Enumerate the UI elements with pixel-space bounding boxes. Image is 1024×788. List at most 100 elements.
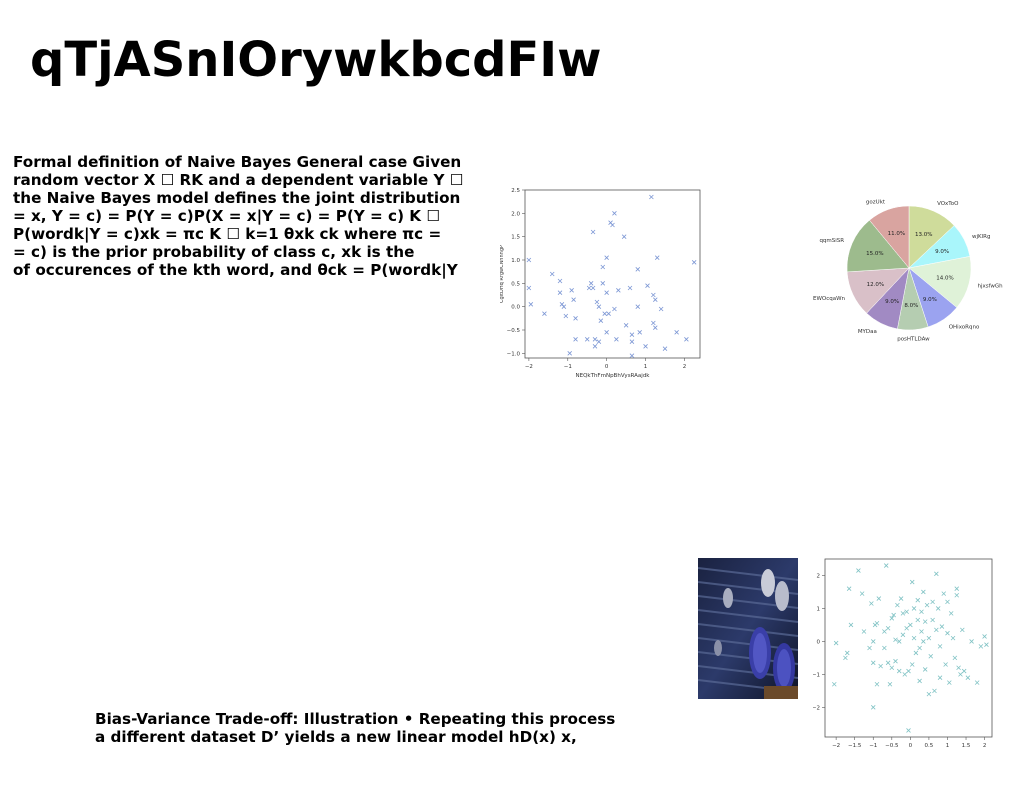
x-tick-label: −1 — [564, 364, 572, 370]
scatter-point — [922, 619, 928, 624]
scatter-point — [889, 616, 895, 621]
scatter-point — [885, 660, 891, 666]
scatter-point — [945, 630, 950, 636]
pie-slice — [869, 205, 910, 269]
body-line: of occurences of the kth word, and θck =… — [13, 261, 458, 279]
scatter-point — [651, 292, 656, 298]
body-text-naive-bayes: Formal definition of Naive Bayes General… — [13, 153, 491, 279]
scatter-point — [635, 267, 641, 272]
pie-slice-label: MYDaa — [858, 329, 877, 335]
scatter-point — [844, 650, 850, 656]
scatter-point — [629, 353, 635, 358]
scatter-point — [569, 288, 574, 293]
scatter-point — [549, 271, 555, 277]
pie-slice-label: posHTLDAw — [897, 337, 930, 343]
scatter-point — [616, 288, 621, 293]
scatter-point — [856, 568, 861, 573]
y-tick-label: −1.0 — [507, 351, 521, 357]
x-tick-label: 1 — [644, 364, 648, 370]
scatter-point — [895, 602, 900, 608]
scatter-point — [600, 281, 606, 286]
scatter-point — [926, 635, 932, 641]
body-line: Bias-Variance Trade-off: Illustration • … — [95, 710, 616, 728]
scatter-point — [922, 667, 928, 672]
scatter-point — [627, 285, 633, 291]
plot-frame — [824, 558, 993, 738]
scatter-point — [900, 632, 906, 638]
scatter-point — [896, 639, 902, 644]
y-tick-label: 1.5 — [511, 235, 520, 241]
x-axis-label: NEQkThFmNpBhVysRAajdk — [575, 373, 650, 379]
scatter-point — [921, 589, 926, 595]
scatter-point — [908, 622, 913, 628]
scatter-point — [893, 658, 898, 664]
pie-percent-label: 8.0% — [904, 303, 918, 309]
y-tick-label: 2.5 — [511, 188, 520, 194]
scatter-point — [691, 260, 697, 265]
pie-percent-label: 9.0% — [885, 299, 899, 305]
scatter-point — [882, 645, 887, 651]
scatter-point — [604, 255, 609, 260]
scatter-point — [937, 644, 943, 649]
scatter-point — [573, 337, 578, 342]
scatter-point — [652, 325, 658, 330]
pie-slice-label: gozUkt — [866, 199, 886, 205]
scatter-point — [600, 264, 606, 270]
scatter-point — [982, 634, 987, 639]
x-tick-label: −1.5 — [848, 743, 862, 749]
pie-percent-label: 12.0% — [867, 282, 884, 288]
scatter-point — [943, 662, 948, 667]
y-tick-label: 0.5 — [511, 281, 520, 287]
x-tick-label: 1 — [946, 743, 950, 749]
scatter-point — [596, 304, 602, 309]
scatter-point — [602, 311, 608, 316]
scatter-point — [896, 668, 902, 674]
scatter-point — [645, 283, 650, 288]
scatter-point — [926, 691, 932, 697]
x-tick-label: 0 — [605, 364, 609, 370]
scatter-point — [902, 672, 908, 677]
pie-slice-label: wjKlRg — [972, 234, 990, 240]
scatter-point — [900, 611, 906, 616]
y-tick-label: 0 — [817, 639, 821, 645]
scatter-point — [904, 625, 909, 631]
scatter-point — [614, 337, 619, 342]
scatter-point — [974, 680, 980, 685]
scatter-point — [882, 629, 887, 634]
scatter-point — [833, 640, 839, 646]
scatter-point — [654, 255, 660, 260]
y-tick-label: −2 — [813, 705, 820, 711]
scatter-point — [557, 278, 563, 284]
scatter-point — [604, 290, 609, 295]
scatter-point — [919, 609, 924, 615]
scatter-point — [526, 285, 532, 291]
scatter-point — [904, 609, 909, 615]
scatter-point — [889, 665, 895, 671]
scatter-point — [612, 306, 617, 312]
scatter-point — [643, 344, 648, 349]
scatter-chart-2: −2 −1.5 −1 −0.5 0 0.5 1 1.5 2 −2 −1 0 1 2 — [813, 558, 993, 749]
scatter-point — [934, 627, 939, 633]
scatter-point — [909, 662, 915, 667]
pie-percent-label: 9.0% — [935, 249, 949, 255]
scatter-point — [883, 563, 889, 568]
scatter-point — [637, 330, 643, 335]
scatter-point — [958, 672, 963, 677]
scatter-point — [623, 323, 629, 328]
scatter-point — [919, 629, 924, 634]
scatter-point — [590, 229, 596, 235]
scatter-point — [945, 599, 950, 605]
scatter-point — [956, 665, 961, 671]
pie-percent-label: 11.0% — [888, 231, 905, 237]
scatter-point — [932, 688, 937, 694]
scatter-point — [629, 339, 635, 344]
scatter-point — [939, 624, 945, 629]
x-tick-label: 0 — [909, 743, 913, 749]
pie-percent-label: 13.0% — [915, 232, 932, 238]
x-tick-label: −1 — [869, 743, 877, 749]
scatter-point — [921, 639, 926, 644]
x-tick-label: 1.5 — [962, 743, 971, 749]
sneakers-photo — [698, 558, 798, 699]
scatter-point — [885, 625, 891, 631]
scatter-point — [652, 297, 658, 302]
